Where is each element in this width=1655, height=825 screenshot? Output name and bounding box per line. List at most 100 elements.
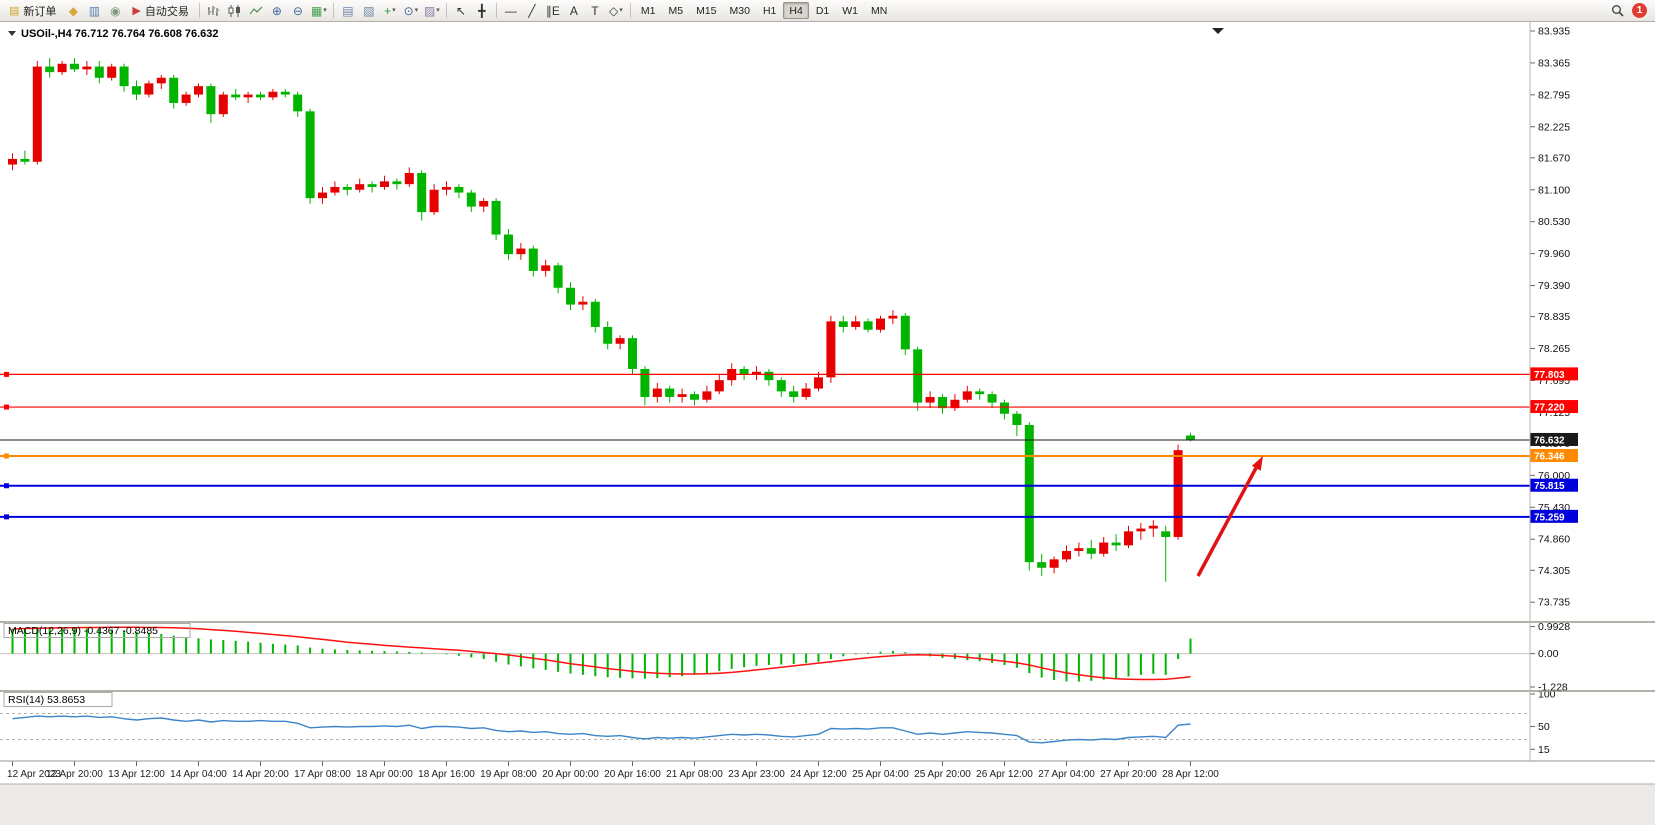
support-line-blue-1-price-tag-label: 75.815 — [1534, 481, 1565, 492]
support-line-blue-2-handle[interactable] — [4, 514, 9, 520]
candle-body — [169, 77, 179, 103]
strategy-tester-icon[interactable]: ◉ — [110, 3, 121, 18]
resistance-line-2-handle[interactable] — [4, 404, 9, 410]
candle-body — [144, 83, 154, 95]
timeframe-m5[interactable]: M5 — [668, 4, 684, 17]
resistance-line-2-price-tag — [1530, 400, 1578, 414]
data-window-icon[interactable]: ▥ — [88, 3, 101, 18]
candle-body — [925, 396, 935, 403]
candle-body — [380, 181, 389, 187]
trendline-tool-icon[interactable]: ╱ — [528, 3, 536, 18]
macd-axis-label: 0.00 — [1538, 648, 1559, 660]
candle-body — [194, 86, 203, 95]
candle-body — [280, 91, 290, 95]
resistance-line-1-price-tag — [1530, 367, 1578, 381]
toolbar: ▤ 新订单 ◆ ▥ ◉ ▶ 自动交易 ⊕ ⊖ ▦ ▾ ▤ ▧ + ▾ ⊙ ▾ ▨ ▾ ↖ ╋ — ╱ ∥E A T ◇ ▾ M1 M5 M1… — [0, 0, 1655, 22]
timeframe-mn[interactable]: MN — [871, 4, 888, 17]
zoom-out-icon[interactable]: ⊖ — [292, 3, 303, 18]
cascade-windows-icon[interactable]: ▧ — [363, 3, 375, 18]
period-selector-icon[interactable]: ⊙ ▾ — [403, 3, 419, 18]
price-axis-label: 82.795 — [1538, 89, 1570, 101]
notification-badge[interactable]: 1 — [1632, 3, 1647, 18]
time-axis-label: 12 Apr 20:00 — [46, 769, 103, 780]
crosshair-icon[interactable]: ╋ — [478, 3, 486, 18]
line-chart-icon[interactable] — [246, 2, 266, 20]
timeframe-w1[interactable]: W1 — [842, 4, 858, 17]
candle-body — [429, 189, 439, 213]
timeframe-h1[interactable]: H1 — [762, 4, 777, 17]
new-order-button-label: 新订单 — [23, 5, 57, 18]
time-axis-label: 27 Apr 04:00 — [1038, 769, 1095, 780]
price-axis-label: 83.365 — [1538, 57, 1570, 69]
shapes-tool-icon[interactable]: ◇ ▾ — [609, 3, 623, 18]
text-tool-icon[interactable]: A — [569, 3, 578, 18]
toolbar-separator — [495, 3, 497, 18]
chart-title: USOil-,H4 76.712 76.764 76.608 76.632 — [21, 28, 219, 40]
timeframe-d1[interactable]: D1 — [815, 4, 830, 17]
template-icon[interactable]: ▨ ▾ — [423, 3, 440, 18]
timeframe-m30[interactable]: M30 — [729, 4, 750, 17]
candle-body — [57, 63, 67, 73]
time-axis-label: 25 Apr 20:00 — [914, 769, 971, 780]
label-tool-icon[interactable]: T — [591, 3, 599, 18]
candle-body — [900, 315, 910, 350]
timeframe-m15[interactable]: M15 — [696, 4, 717, 17]
bar-chart-icon[interactable] — [204, 2, 224, 20]
search-icon[interactable] — [1607, 2, 1627, 20]
macd-label: MACD(12,26,9) -0.4367 -0.8485 — [8, 625, 158, 637]
resistance-line-1-handle[interactable] — [4, 371, 9, 377]
time-axis-label: 20 Apr 00:00 — [542, 769, 599, 780]
candle-body — [776, 380, 786, 392]
new-order-button[interactable]: ▤ 新订单 — [3, 2, 62, 20]
time-axis-label: 26 Apr 12:00 — [976, 769, 1033, 780]
candle-body — [1099, 542, 1109, 554]
macd-axis-label: 0.9928 — [1538, 621, 1570, 633]
price-axis-label: 78.265 — [1538, 343, 1570, 355]
chart-area[interactable]: 83.935 83.365 82.795 82.225 81.670 81.100 80.5… — [0, 22, 1655, 825]
support-line-orange-price-tag — [1530, 448, 1578, 462]
time-axis-label: 14 Apr 04:00 — [170, 769, 227, 780]
current-price-line-price-tag-label: 76.632 — [1534, 435, 1565, 446]
candlestick-chart-icon[interactable] — [225, 2, 245, 20]
candle-body — [8, 158, 17, 165]
toolbar-separator — [198, 3, 200, 18]
candle-body — [305, 111, 315, 199]
candle-body — [615, 338, 625, 344]
price-axis-label: 73.735 — [1538, 597, 1570, 609]
time-axis-label: 18 Apr 00:00 — [356, 769, 413, 780]
support-line-orange-handle[interactable] — [4, 453, 9, 459]
candle-body — [504, 234, 513, 255]
tile-windows-icon[interactable]: ▦ ▾ — [310, 3, 327, 18]
current-price-line-price-tag — [1530, 432, 1578, 446]
price-axis-label: 81.670 — [1538, 152, 1570, 164]
candle-body — [1136, 528, 1146, 532]
toolbar-separator — [629, 3, 631, 18]
timeframe-m1[interactable]: M1 — [640, 4, 656, 17]
timeframe-h4[interactable]: H4 — [783, 2, 809, 19]
chart-context-dropdown-icon[interactable] — [8, 31, 16, 36]
arrange-windows-icon[interactable]: ▤ — [342, 3, 354, 18]
candle-body — [107, 66, 117, 78]
cursor-icon[interactable]: ↖ — [455, 3, 466, 18]
chart-shift-marker-icon[interactable] — [1212, 28, 1224, 34]
auto-trading-button[interactable]: ▶ 自动交易 — [126, 2, 194, 20]
candle-body — [714, 380, 724, 392]
channel-tool-icon[interactable]: ∥E — [545, 3, 560, 18]
candle-body — [665, 388, 675, 397]
candle-body — [950, 399, 960, 409]
time-axis-label: 17 Apr 08:00 — [294, 769, 351, 780]
trend-arrow-annotation[interactable] — [1196, 456, 1263, 577]
zoom-in-icon[interactable]: ⊕ — [271, 3, 282, 18]
time-axis-label: 21 Apr 08:00 — [666, 769, 723, 780]
candle-body — [156, 77, 166, 84]
candle-body — [1086, 548, 1096, 554]
hline-tool-icon[interactable]: — — [504, 3, 517, 18]
support-line-blue-1-handle[interactable] — [4, 483, 9, 489]
time-axis-label: 14 Apr 20:00 — [232, 769, 289, 780]
price-axis-label: 83.935 — [1538, 26, 1570, 38]
market-watch-icon[interactable]: ◆ — [68, 3, 79, 18]
price-axis-label: 74.305 — [1538, 565, 1570, 577]
add-indicator-icon[interactable]: + ▾ — [384, 3, 396, 18]
auto-trading-button-label: 自动交易 — [144, 5, 189, 18]
support-line-blue-2-price-tag — [1530, 509, 1578, 523]
